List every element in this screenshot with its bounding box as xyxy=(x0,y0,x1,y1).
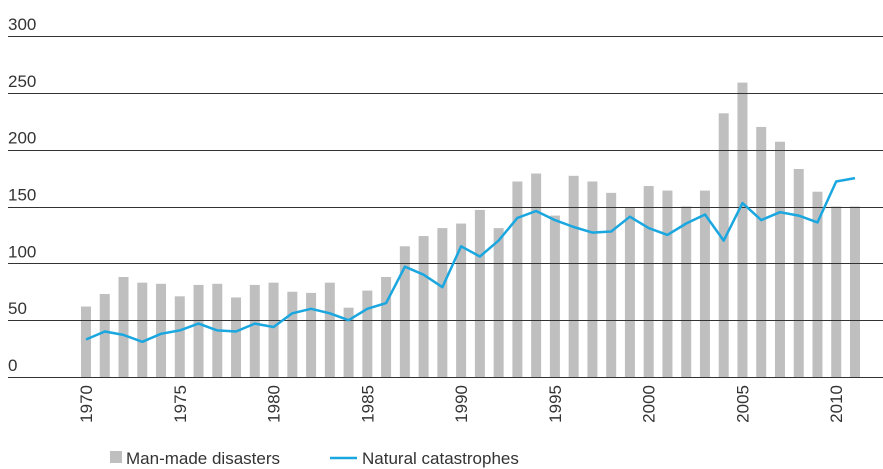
bar xyxy=(418,236,429,377)
y-tick-label: 100 xyxy=(8,242,36,261)
bar xyxy=(531,173,542,377)
bar xyxy=(587,181,598,377)
bar xyxy=(718,113,729,377)
x-tick-label: 1975 xyxy=(171,385,190,423)
bar xyxy=(306,292,317,377)
bar xyxy=(99,294,110,377)
bar xyxy=(287,291,298,377)
bar xyxy=(231,297,242,377)
x-tick-label: 1985 xyxy=(358,385,377,423)
bar xyxy=(699,190,710,377)
bar xyxy=(474,209,485,377)
bar xyxy=(174,296,185,377)
bar xyxy=(381,276,392,377)
line xyxy=(85,176,856,344)
bar xyxy=(606,192,617,377)
bar xyxy=(249,284,260,377)
bar xyxy=(437,228,448,377)
y-tick-label: 50 xyxy=(8,299,27,318)
bar xyxy=(568,175,579,377)
legend-label: Natural catastrophes xyxy=(362,449,519,468)
bar xyxy=(512,181,523,377)
bar xyxy=(549,215,560,377)
y-tick-label: 300 xyxy=(8,15,36,34)
bar xyxy=(81,306,91,377)
x-tick-label: 2010 xyxy=(827,385,846,423)
bar xyxy=(831,206,842,377)
bar xyxy=(737,82,748,377)
bar xyxy=(324,282,335,377)
bar xyxy=(137,282,148,377)
bar xyxy=(793,168,804,377)
legend-swatch xyxy=(110,451,122,463)
x-tick-label: 1990 xyxy=(452,385,471,423)
legend-label: Man-made disasters xyxy=(126,449,280,468)
bar xyxy=(681,206,692,377)
bar xyxy=(362,290,373,377)
bar xyxy=(624,207,635,377)
bar xyxy=(193,284,204,377)
bar xyxy=(156,283,167,377)
bar xyxy=(343,307,354,377)
bar xyxy=(118,276,129,377)
bar xyxy=(268,282,279,377)
x-tick-label: 1995 xyxy=(546,385,565,423)
x-tick-label: 2000 xyxy=(640,385,659,423)
bar xyxy=(812,191,823,377)
x-tick-label: 2005 xyxy=(733,385,752,423)
bar xyxy=(399,246,410,377)
bar xyxy=(662,190,673,377)
bar xyxy=(774,141,785,377)
bar xyxy=(643,186,654,377)
y-tick-label: 150 xyxy=(8,186,36,205)
bar xyxy=(756,126,767,377)
x-tick-label: 1970 xyxy=(77,385,96,423)
y-tick-label: 200 xyxy=(8,129,36,148)
y-tick-label: 250 xyxy=(8,72,36,91)
x-tick-label: 1980 xyxy=(265,385,284,423)
bar xyxy=(456,223,467,377)
bar xyxy=(493,228,504,377)
y-tick-label: 0 xyxy=(8,356,17,375)
bar xyxy=(850,206,860,377)
